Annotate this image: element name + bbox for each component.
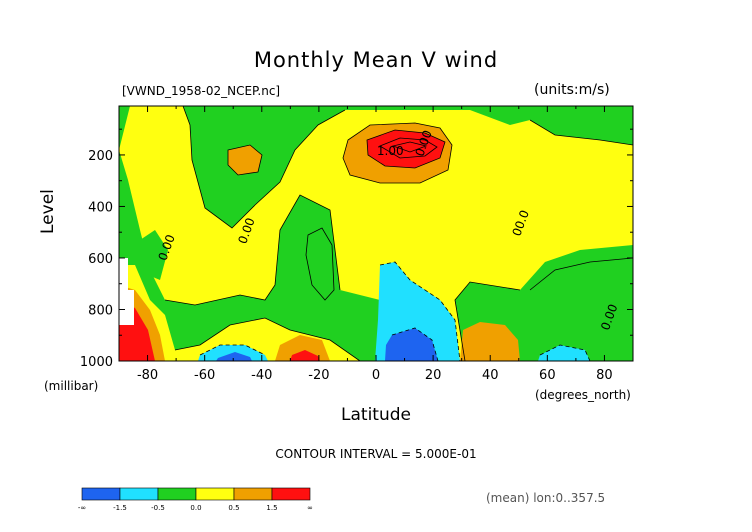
x-tick-label: -20 bbox=[308, 368, 329, 383]
contour-inner-b bbox=[391, 141, 428, 153]
y-tick-label: 1000 bbox=[80, 355, 113, 370]
x-axis-label: Latitude bbox=[341, 405, 411, 425]
mean-longitude-info: (mean) lon:0..357.5 bbox=[486, 491, 606, 505]
contour-neg-50s bbox=[199, 344, 266, 356]
contour-half-equator bbox=[342, 122, 453, 184]
contour-inner-a bbox=[379, 137, 438, 159]
green-tongue-left bbox=[140, 230, 168, 280]
orange-blob-60s bbox=[228, 145, 262, 175]
colorbar-label: 1.5 bbox=[266, 504, 277, 512]
orange-blob-40n bbox=[460, 322, 520, 361]
x-tick-label: 80 bbox=[596, 368, 613, 383]
y-tick-label: 600 bbox=[88, 252, 113, 267]
contour-zero-a bbox=[182, 106, 346, 229]
green-north-lowlevel bbox=[528, 258, 633, 361]
contour-zero-b bbox=[164, 194, 341, 306]
contour-zero-g bbox=[174, 317, 361, 361]
colorbar: -∞ -1.5 -0.5 0.0 0.5 1.5 ∞ bbox=[78, 487, 313, 512]
contour-neg-60n bbox=[539, 344, 591, 361]
red-blob-20s bbox=[290, 350, 320, 361]
contour-zero-e bbox=[454, 281, 521, 361]
white-missing-corner bbox=[119, 258, 134, 325]
contour-neg-half-equator bbox=[379, 261, 461, 361]
colorbar-label: -1.5 bbox=[113, 504, 127, 512]
contour-lines bbox=[164, 106, 633, 361]
y-axis-label: Level bbox=[38, 189, 58, 234]
contour-fills bbox=[119, 106, 633, 361]
colorbar-swatch bbox=[233, 487, 273, 501]
colorbar-label: -∞ bbox=[78, 504, 86, 512]
x-tick-label: -60 bbox=[194, 368, 215, 383]
colorbar-swatch bbox=[119, 487, 159, 501]
colorbar-label: 0.0 bbox=[190, 504, 201, 512]
colorbar-label: ∞ bbox=[307, 504, 313, 512]
axes: -80 -60 -40 -20 0 20 40 60 80 200 400 600 800 1000 bbox=[80, 106, 634, 383]
red-blob-equator bbox=[367, 130, 445, 168]
x-tick-label: 0 bbox=[372, 368, 380, 383]
contour-one-equator bbox=[366, 129, 446, 169]
x-tick-label: 60 bbox=[539, 368, 556, 383]
colorbar-label: 0.5 bbox=[228, 504, 239, 512]
colorbar-label: -0.5 bbox=[151, 504, 165, 512]
blue-blob-50s bbox=[216, 352, 252, 361]
contour-zero-c bbox=[305, 227, 335, 301]
colorbar-swatch bbox=[157, 487, 197, 501]
x-axis-unit: (degrees_north) bbox=[535, 388, 631, 402]
contour-zero-d bbox=[529, 119, 633, 146]
x-tick-label: 20 bbox=[425, 368, 442, 383]
units-label: (units:m/s) bbox=[534, 82, 610, 98]
y-tick-label: 400 bbox=[88, 200, 113, 215]
contour-zero-f bbox=[529, 257, 633, 291]
contour-interval-text: CONTOUR INTERVAL = 5.000E-01 bbox=[275, 447, 477, 461]
colorbar-swatch bbox=[271, 487, 311, 501]
y-tick-label: 200 bbox=[88, 149, 113, 164]
cyan-blob-60n bbox=[538, 345, 590, 361]
colorbar-swatch bbox=[81, 487, 121, 501]
orange-blob-20s bbox=[275, 335, 330, 361]
green-island bbox=[306, 228, 334, 300]
contour-half-60s bbox=[227, 144, 263, 176]
yellow-region-northern bbox=[119, 106, 633, 361]
file-label: [VWND_1958-02_NCEP.nc] bbox=[122, 84, 281, 98]
x-tick-label: 40 bbox=[482, 368, 499, 383]
x-tick-label: -80 bbox=[137, 368, 158, 383]
blue-blob-equator bbox=[385, 328, 438, 361]
y-tick-label: 800 bbox=[88, 303, 113, 318]
chart-title: Monthly Mean V wind bbox=[253, 48, 499, 72]
x-tick-label: -40 bbox=[251, 368, 272, 383]
contour-label: 1.00 bbox=[377, 144, 404, 158]
colorbar-swatch bbox=[195, 487, 235, 501]
y-axis-unit: (millibar) bbox=[44, 379, 99, 393]
